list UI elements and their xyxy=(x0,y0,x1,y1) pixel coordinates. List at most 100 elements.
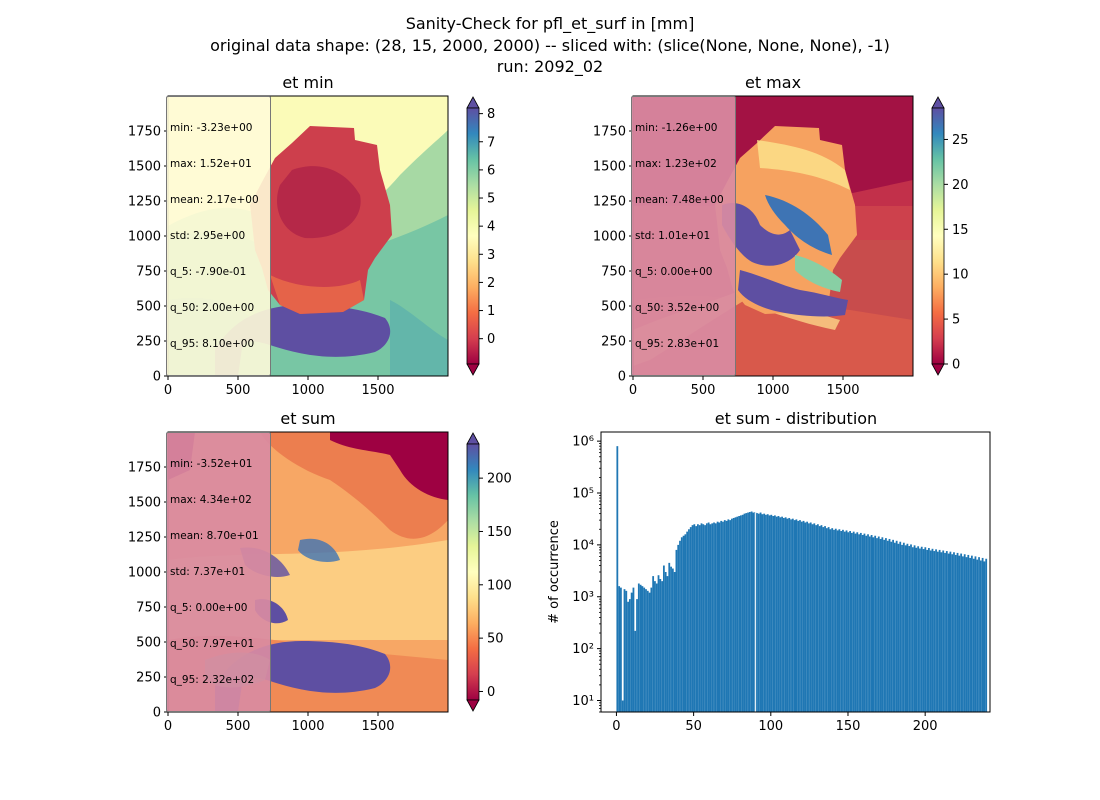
y-tick-label: 250 xyxy=(136,671,161,686)
histogram-bar xyxy=(804,522,807,712)
histogram-bar xyxy=(840,531,843,712)
histogram-bar xyxy=(731,518,733,712)
histogram-bar xyxy=(902,542,905,712)
x-tick-label: 50 xyxy=(685,719,702,734)
histogram-bar xyxy=(833,529,835,712)
histogram-bar xyxy=(671,568,674,712)
histogram-bar xyxy=(732,517,735,712)
histogram-bar xyxy=(870,535,873,712)
histogram-bar xyxy=(779,517,782,712)
histogram-bar xyxy=(727,519,730,712)
histogram-bar xyxy=(643,587,646,712)
stats-box-et-min: min: -3.23e+00 max: 1.52e+01 mean: 2.17e… xyxy=(166,96,271,376)
histogram-bar xyxy=(865,535,868,712)
stat-line: max: 1.52e+01 xyxy=(170,158,252,170)
histogram-bar xyxy=(628,599,631,712)
histogram-bar xyxy=(892,539,894,712)
histogram-bar xyxy=(979,560,982,712)
histogram-bar xyxy=(772,516,775,712)
histogram-bar xyxy=(809,522,812,712)
stat-line: min: -3.23e+00 xyxy=(170,122,253,134)
stat-line: q_50: 7.97e+01 xyxy=(170,638,255,650)
colorbar-tick-label: 7 xyxy=(487,135,495,150)
histogram-bar xyxy=(739,515,742,712)
stat-line: q_5: -7.90e-01 xyxy=(170,266,247,278)
histogram-bar xyxy=(800,521,803,712)
histogram-bar xyxy=(666,576,669,712)
histogram-bar xyxy=(729,520,732,712)
histogram-bar xyxy=(926,549,929,712)
histogram-bar xyxy=(956,552,959,712)
histogram-bar xyxy=(874,535,877,712)
histogram-bar xyxy=(940,552,943,712)
stat-line: q_95: 2.83e+01 xyxy=(635,338,720,350)
colorbar-tick-label: 2 xyxy=(487,276,495,291)
histogram-bar xyxy=(684,534,687,712)
histogram-bar xyxy=(745,513,748,712)
histogram-bar xyxy=(899,541,902,712)
y-tick-label: 10⁶ xyxy=(572,435,594,450)
histogram-bar xyxy=(639,584,642,712)
x-tick-label: 0 xyxy=(164,719,172,734)
y-tick-label: 1000 xyxy=(128,566,161,581)
histogram-bar xyxy=(868,536,871,712)
y-tick-label: 10⁴ xyxy=(572,538,594,553)
histogram-bar xyxy=(720,520,723,712)
x-tick-label: 1000 xyxy=(291,719,324,734)
histogram-bar xyxy=(854,533,857,712)
histogram-bar xyxy=(802,520,805,712)
colorbar-tick-label: 50 xyxy=(487,632,504,647)
histogram-bar xyxy=(890,541,893,712)
panel-title-et-sum: et sum xyxy=(280,409,335,428)
histogram-bar xyxy=(725,520,728,712)
y-tick-label: 1250 xyxy=(593,195,626,210)
histogram-bar xyxy=(919,548,921,712)
histogram-bar xyxy=(872,537,875,712)
histogram-bar xyxy=(697,524,699,712)
x-tick-label: 500 xyxy=(226,383,251,398)
histogram-bar xyxy=(648,592,651,712)
histogram-bar xyxy=(682,535,685,712)
histogram-bar xyxy=(688,529,690,712)
stat-line: q_95: 2.32e+02 xyxy=(170,674,255,686)
histogram-bar xyxy=(831,528,834,712)
histogram-bar xyxy=(655,583,658,712)
histogram-bar xyxy=(938,549,941,712)
histogram-bar xyxy=(618,586,621,712)
stat-line: q_95: 8.10e+00 xyxy=(170,338,255,350)
histogram-bar xyxy=(942,550,945,712)
y-tick-label: 250 xyxy=(601,335,626,350)
histogram-bar xyxy=(791,518,794,712)
x-tick-label: 1000 xyxy=(756,383,789,398)
colorbar-tick-label: 5 xyxy=(952,313,960,328)
histogram-bar xyxy=(623,589,626,712)
histogram-bar xyxy=(652,576,655,712)
histogram-bar xyxy=(928,548,930,712)
histogram-bar xyxy=(790,519,792,712)
histogram-bar xyxy=(953,552,955,712)
histogram-bar xyxy=(806,521,809,712)
histogram-bar xyxy=(677,544,680,712)
histogram-bar xyxy=(627,601,629,712)
axes-ticks: 0 500 1000 15000250500750100012501500175001… xyxy=(128,107,969,734)
histogram-bar xyxy=(936,551,939,712)
histogram-bar xyxy=(793,520,796,712)
histogram-bar xyxy=(657,575,660,712)
histogram-bar xyxy=(734,517,737,712)
panel-title-et-sum-distribution: et sum - distribution xyxy=(715,409,877,428)
histogram-bar xyxy=(786,518,789,712)
histogram-bar xyxy=(929,550,932,712)
y-tick-label: 10⁵ xyxy=(572,487,594,502)
histogram-bar xyxy=(906,543,909,712)
colorbar-tick-label: 8 xyxy=(487,107,495,122)
histogram-bar xyxy=(795,519,798,712)
colorbar-tick-label: 100 xyxy=(487,578,512,593)
histogram-bar xyxy=(621,700,624,712)
histogram-bar xyxy=(670,566,672,712)
histogram-bar xyxy=(714,523,717,712)
stat-line: std: 2.95e+00 xyxy=(170,230,246,242)
histogram-bar xyxy=(859,532,862,712)
colorbar-tick-label: 10 xyxy=(952,268,969,283)
histogram-bar xyxy=(815,525,817,712)
x-tick-label: 0 xyxy=(629,383,637,398)
